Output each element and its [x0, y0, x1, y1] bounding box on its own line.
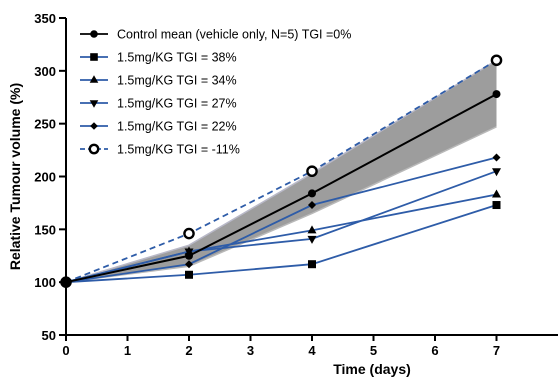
data-point-1-5mg-kg-tgi-38-2: [185, 270, 193, 279]
series-1-5mg-kg-tgi-11: [60, 54, 503, 288]
series-line-1-5mg-kg-tgi-22: [65, 156, 497, 284]
axes-layer: 50 100 150 200 250 300 350 0 1 2 3 4 5 6 7: [34, 11, 558, 358]
x-tick-label: 3: [247, 343, 254, 358]
data-point-1-5mg-kg-tgi-22-7: [492, 153, 501, 162]
legend-marker: [90, 122, 98, 130]
y-tick-label: 50: [42, 328, 56, 343]
legend-entry-1-5mg-kg-tgi-34: 1.5mg/KG TGI = 34%: [80, 74, 237, 88]
data-point-1-5mg-kg-tgi-11-2: [183, 227, 195, 240]
x-tick-label: 7: [493, 343, 500, 358]
legend-marker: [88, 143, 100, 155]
legend-entry-1-5mg-kg-tgi-11: 1.5mg/KG TGI = -11%: [80, 143, 240, 157]
y-tick-label: 250: [34, 117, 56, 132]
legend-entry-1-5mg-kg-tgi-38: 1.5mg/KG TGI = 38%: [80, 51, 237, 65]
control-range-upper-edge: [65, 59, 497, 283]
data-point-1-5mg-kg-tgi-38-7: [492, 201, 501, 210]
x-axis-title: Time (days): [333, 361, 411, 377]
data-point-1-5mg-kg-tgi-11-7: [490, 54, 503, 67]
legend-entry-1-5mg-kg-tgi-22: 1.5mg/KG TGI = 22%: [80, 120, 237, 134]
legend-marker: [89, 100, 99, 108]
legend-marker: [90, 53, 98, 61]
data-point-1-5mg-kg-tgi-34-7: [492, 189, 501, 198]
y-axis-title: Relative Tumour volume (%): [7, 83, 23, 270]
x-tick-label: 6: [431, 343, 438, 358]
y-tick-label: 200: [34, 170, 56, 185]
data-point-1-5mg-kg-tgi-22-4: [308, 201, 316, 210]
x-tick-label: 5: [370, 343, 377, 358]
series-line-1-5mg-kg-tgi-38: [65, 204, 497, 284]
data-point-1-5mg-kg-tgi-38-4: [308, 260, 316, 269]
legend-label: Control mean (vehicle only, N=5) TGI =0%: [117, 28, 351, 42]
legend-label: 1.5mg/KG TGI = 22%: [117, 120, 237, 134]
series-line-control-mean-vehicle-only-n-5-tgi-0: [65, 93, 497, 284]
legend-label: 1.5mg/KG TGI = 38%: [117, 51, 237, 65]
legend-label: 1.5mg/KG TGI = -11%: [117, 143, 240, 157]
data-point-1-5mg-kg-tgi-27-7: [492, 168, 501, 177]
legend-marker: [90, 30, 98, 38]
y-tick-label: 150: [34, 222, 56, 237]
y-tick-label: 100: [34, 275, 56, 290]
data-point-control-mean-vehicle-only-n-5-tgi-0-4: [308, 189, 316, 198]
control-range-band-layer: [65, 59, 497, 283]
data-point-1-5mg-kg-tgi-11-4: [306, 165, 318, 178]
data-point-1-5mg-kg-tgi-27-4: [307, 235, 317, 244]
series-line-1-5mg-kg-tgi-11: [65, 59, 497, 284]
legend: Control mean (vehicle only, N=5) TGI =0%…: [80, 28, 351, 157]
legend-entry-control-mean-vehicle-only-n-5-tgi-0: Control mean (vehicle only, N=5) TGI =0%: [80, 28, 351, 42]
series-line-1-5mg-kg-tgi-27: [65, 170, 497, 284]
legend-label: 1.5mg/KG TGI = 34%: [117, 74, 237, 88]
legend-entry-1-5mg-kg-tgi-27: 1.5mg/KG TGI = 27%: [80, 97, 237, 111]
data-point-control-mean-vehicle-only-n-5-tgi-0-7: [492, 90, 501, 99]
x-tick-label: 4: [308, 343, 316, 358]
x-tick-label: 0: [62, 343, 69, 358]
legend-label: 1.5mg/KG TGI = 27%: [117, 97, 237, 111]
series-layer: [60, 54, 503, 288]
data-point-1-5mg-kg-tgi-34-4: [307, 225, 317, 234]
data-point-control-mean-vehicle-only-n-5-tgi-0-2: [185, 251, 193, 260]
data-point-1-5mg-kg-tgi-22-2: [185, 260, 193, 269]
control-range-lower-edge: [65, 126, 497, 283]
control-range-band: [66, 60, 497, 283]
x-tick-label: 2: [185, 343, 192, 358]
x-tick-label: 1: [124, 343, 131, 358]
legend-marker: [89, 75, 99, 83]
y-tick-label: 300: [34, 64, 56, 79]
y-tick-label: 350: [34, 11, 56, 26]
series-control-mean-vehicle-only-n-5-tgi-0: [62, 90, 501, 287]
